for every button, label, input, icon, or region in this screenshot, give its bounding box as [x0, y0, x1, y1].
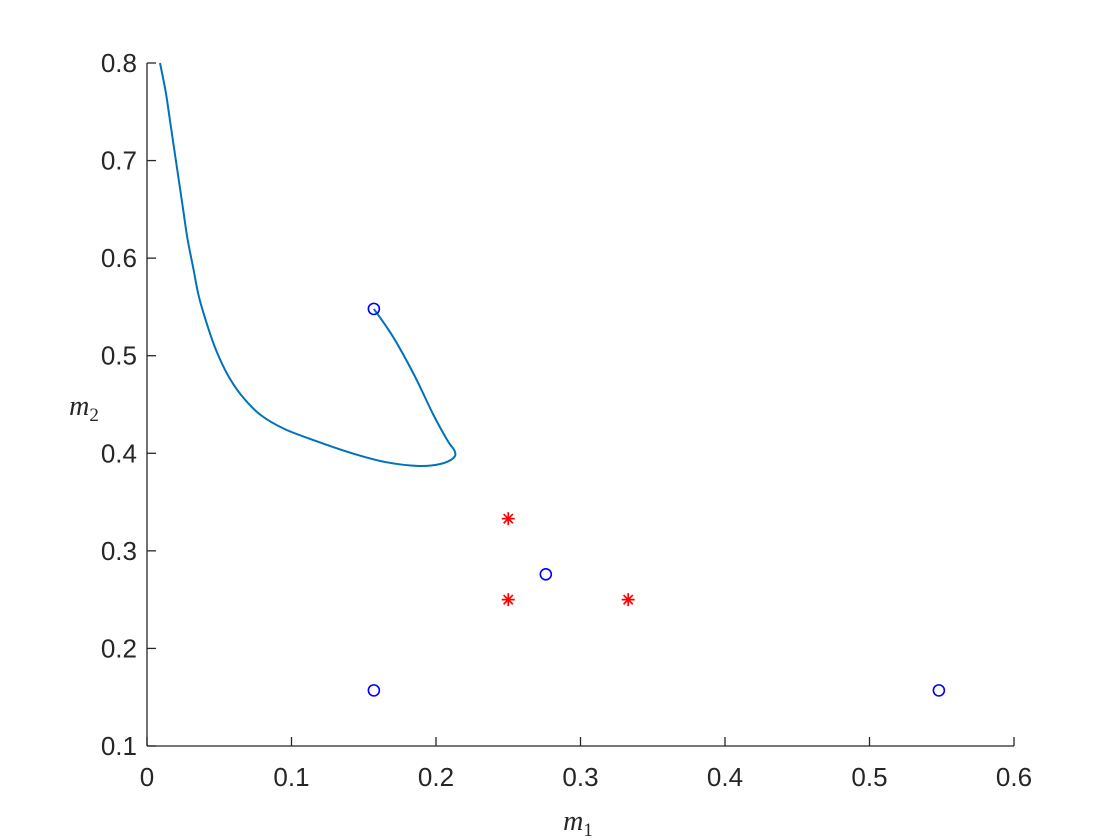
x-tick-label: 0 [140, 762, 154, 792]
y-tick-label: 0.5 [101, 341, 137, 371]
x-tick-label: 0.3 [562, 762, 598, 792]
x-axis-label: m1 [563, 806, 593, 840]
asterisk-marker [501, 593, 515, 607]
circle-marker [932, 684, 946, 697]
circle-marker [367, 684, 381, 697]
y-tick-label: 0.3 [101, 536, 137, 566]
x-tick-label: 0.6 [996, 762, 1032, 792]
asterisk-marker [501, 512, 515, 526]
y-tick-label: 0.2 [101, 633, 137, 663]
circle-marker [539, 567, 553, 581]
axes: 0 0.1 0.2 0.3 0.4 0.5 0.60.10.20.30.40.50.60.7… [101, 48, 1032, 792]
y-axis-label: m2 [69, 391, 99, 426]
plot-area [159, 62, 946, 697]
x-tick-label: 0.1 [273, 762, 309, 792]
y-tick-label: 0.6 [101, 243, 137, 273]
y-tick-label: 0.8 [101, 48, 137, 78]
asterisk-marker [621, 593, 635, 607]
circle-marker [367, 302, 381, 316]
y-tick-label: 0.4 [101, 438, 137, 468]
x-tick-label: 0.2 [418, 762, 454, 792]
y-tick-label: 0.1 [101, 731, 137, 761]
y-tick-label: 0.7 [101, 146, 137, 176]
x-tick-label: 0.5 [851, 762, 887, 792]
trajectory-line [159, 62, 457, 468]
x-tick-label: 0.4 [707, 762, 743, 792]
